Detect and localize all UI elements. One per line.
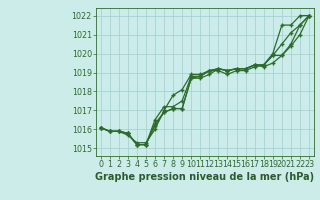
X-axis label: Graphe pression niveau de la mer (hPa): Graphe pression niveau de la mer (hPa): [95, 172, 314, 182]
